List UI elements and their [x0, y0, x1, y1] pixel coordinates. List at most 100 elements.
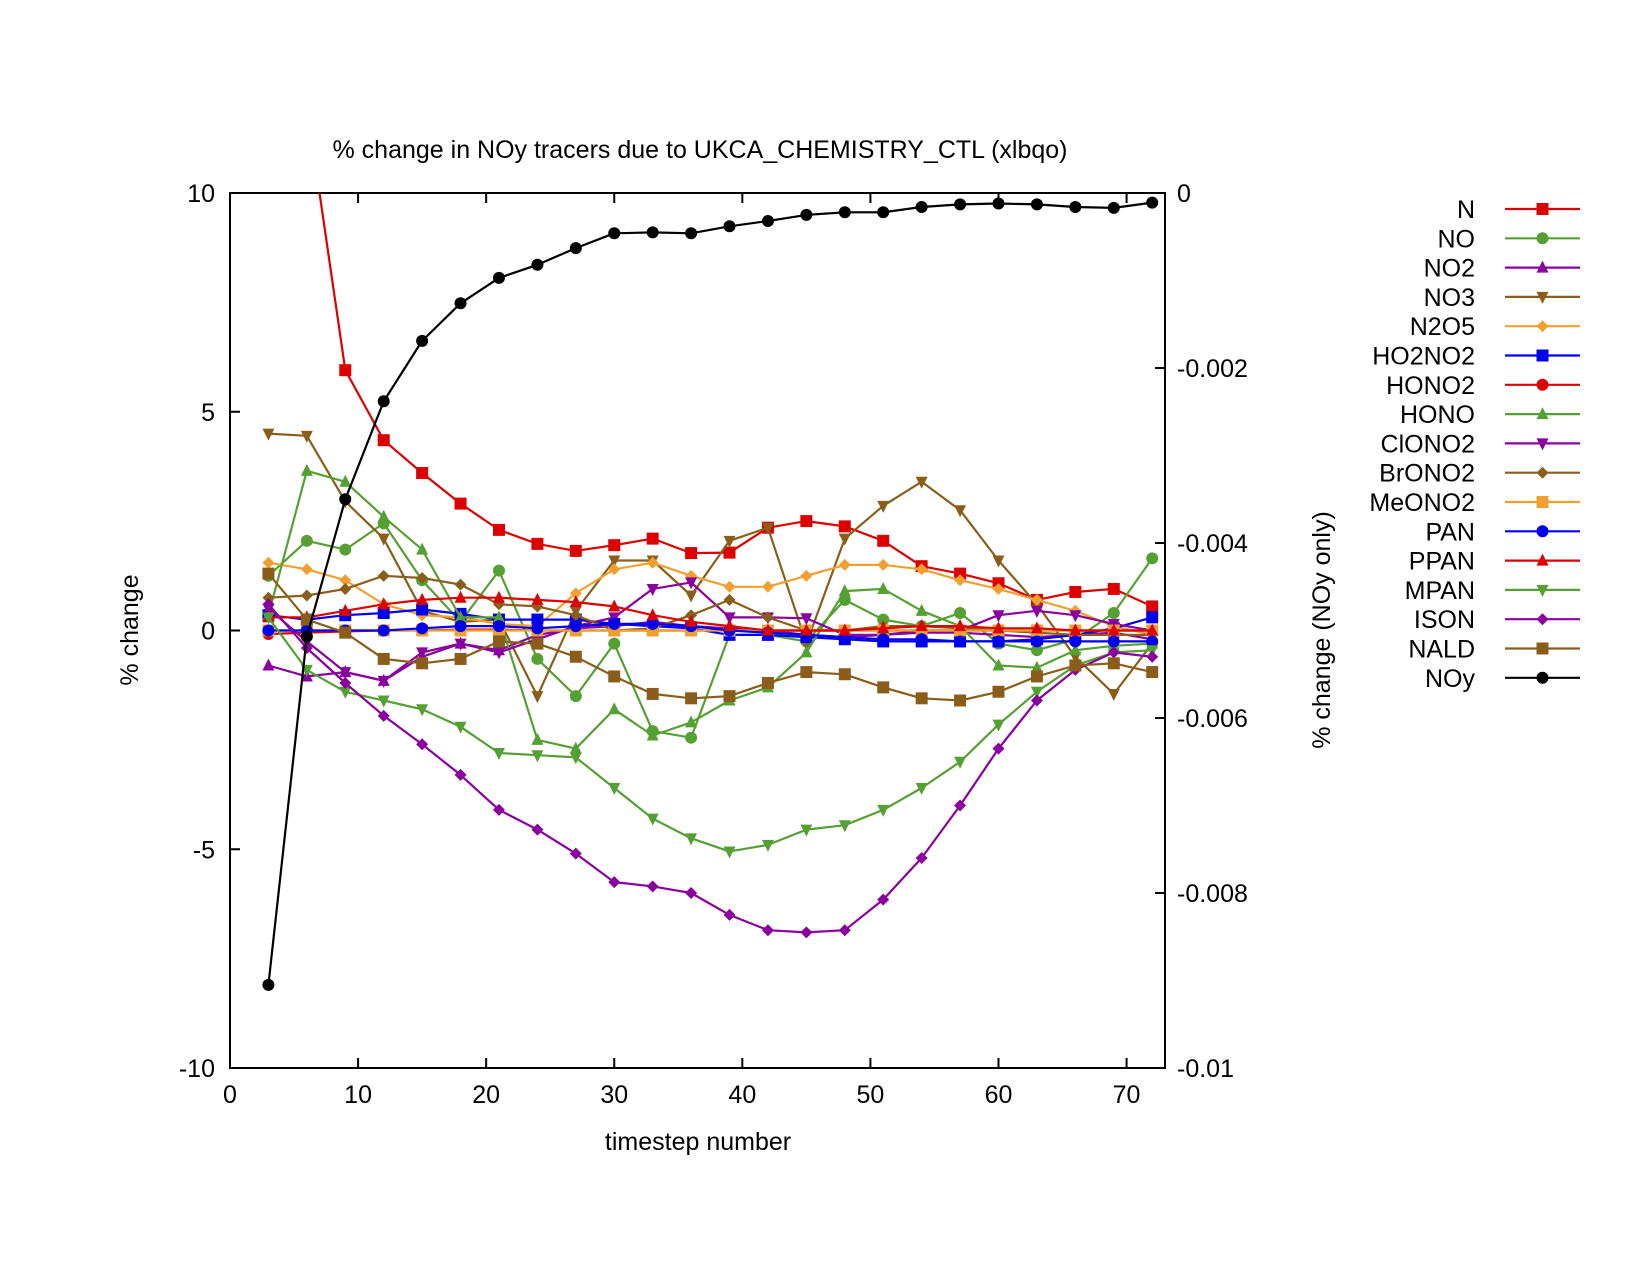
- data-point-n2o5: [800, 569, 813, 582]
- series-ppan: [262, 590, 1159, 636]
- data-point-ppan: [954, 619, 967, 632]
- data-point-no3: [877, 500, 890, 513]
- data-point-clono2: [992, 610, 1005, 623]
- data-point-no: [685, 731, 698, 744]
- legend-item-mpan: MPAN: [1405, 577, 1580, 605]
- legend-label: NO: [1438, 225, 1476, 253]
- data-point-ison: [454, 768, 467, 781]
- data-point-nald: [492, 635, 505, 648]
- data-point-noy: [915, 201, 928, 213]
- data-point-ison: [723, 908, 736, 921]
- data-point-n2o5: [569, 587, 582, 600]
- legend-label: N: [1457, 196, 1475, 224]
- series-line-no3: [268, 432, 1154, 698]
- data-point-clono2: [800, 613, 813, 626]
- data-point-no3: [685, 590, 698, 603]
- data-point-n: [723, 546, 736, 559]
- data-point-ppan: [838, 623, 851, 636]
- data-point-hono: [800, 645, 813, 658]
- data-point-ison: [300, 642, 313, 654]
- data-point-noy: [531, 258, 544, 271]
- data-point-mpan: [761, 839, 774, 852]
- data-point-mpan: [416, 704, 429, 717]
- data-point-ison: [1146, 650, 1159, 663]
- data-point-mpan: [685, 833, 698, 846]
- data-point-no: [608, 637, 621, 650]
- data-point-ison: [262, 598, 275, 611]
- legend-label: MPAN: [1405, 577, 1475, 605]
- y-axis-label: % change: [116, 574, 144, 685]
- data-point-ison: [838, 924, 851, 937]
- data-point-noy: [646, 226, 659, 239]
- data-point-n2o5: [915, 563, 928, 576]
- data-point-ppan: [1030, 621, 1043, 634]
- x-tick-label: 50: [857, 1081, 885, 1109]
- data-point-pan: [531, 622, 544, 635]
- data-point-noy: [761, 215, 774, 227]
- legend-item-no3: NO3: [1424, 284, 1580, 312]
- data-point-nald: [685, 692, 698, 705]
- data-point-no3: [300, 430, 313, 443]
- data-point-no3: [262, 428, 275, 441]
- data-point-ppan: [685, 614, 698, 627]
- data-point-pan: [377, 624, 390, 637]
- data-point-no: [877, 613, 890, 626]
- data-point-mpan: [800, 824, 813, 837]
- data-point-ison: [416, 738, 429, 751]
- data-point-nald: [954, 694, 967, 707]
- data-point-clono2: [377, 675, 390, 688]
- data-point-ppan: [915, 619, 928, 632]
- series-no2: [262, 614, 1159, 686]
- series-line-clono2: [267, 581, 1153, 682]
- data-point-nald: [800, 666, 813, 679]
- data-point-ppan: [454, 590, 467, 603]
- data-point-brono2: [262, 591, 275, 604]
- data-point-no3: [1107, 688, 1120, 701]
- y2-tick-label: 0: [1177, 180, 1191, 208]
- legend-marker: [1536, 613, 1549, 626]
- data-point-no: [954, 607, 967, 619]
- legend-item-ppan: PPAN: [1409, 548, 1580, 576]
- data-point-noy: [608, 227, 621, 240]
- data-point-noy: [300, 630, 313, 643]
- series-mpan: [262, 612, 1159, 859]
- data-point-hono: [569, 741, 582, 754]
- data-point-n2o5: [300, 563, 313, 576]
- data-point-n: [416, 467, 429, 479]
- data-point-brono2: [300, 589, 313, 602]
- data-point-noy: [800, 208, 813, 221]
- data-point-hono: [685, 715, 698, 728]
- data-point-brono2: [761, 611, 774, 624]
- legend-item-pan: PAN: [1425, 518, 1580, 546]
- legend-marker: [1536, 291, 1549, 304]
- legend-label: HO2NO2: [1372, 343, 1475, 371]
- y-tick-label: 0: [201, 618, 215, 646]
- legend-item-hono2: HONO2: [1386, 372, 1580, 400]
- y-tick-label: -5: [193, 836, 215, 864]
- data-point-no: [1107, 607, 1120, 619]
- data-point-pan: [954, 635, 967, 648]
- legend-marker: [1536, 642, 1549, 655]
- data-point-pan: [1107, 635, 1120, 648]
- data-point-n: [377, 434, 390, 447]
- y-tick-label: 10: [187, 180, 215, 208]
- data-point-hono: [416, 542, 429, 555]
- legend-item-nald: NALD: [1408, 636, 1580, 664]
- data-point-ison: [800, 926, 813, 939]
- data-point-pan: [1069, 635, 1082, 648]
- legend-marker: [1536, 349, 1549, 362]
- data-point-no: [531, 652, 544, 665]
- data-point-no3: [761, 522, 774, 535]
- series-no3: [262, 428, 1159, 704]
- data-point-ppan: [646, 608, 659, 621]
- data-point-brono2: [454, 578, 467, 591]
- data-point-ison: [646, 880, 659, 893]
- data-point-nald: [531, 637, 544, 650]
- data-point-no3: [954, 505, 967, 518]
- data-point-ppan: [723, 619, 736, 632]
- data-point-no3: [915, 476, 928, 489]
- legend-item-ho2no2: HO2NO2: [1372, 343, 1580, 371]
- data-point-ppan: [339, 603, 352, 616]
- data-point-ison: [992, 742, 1005, 755]
- data-point-noy: [877, 206, 890, 219]
